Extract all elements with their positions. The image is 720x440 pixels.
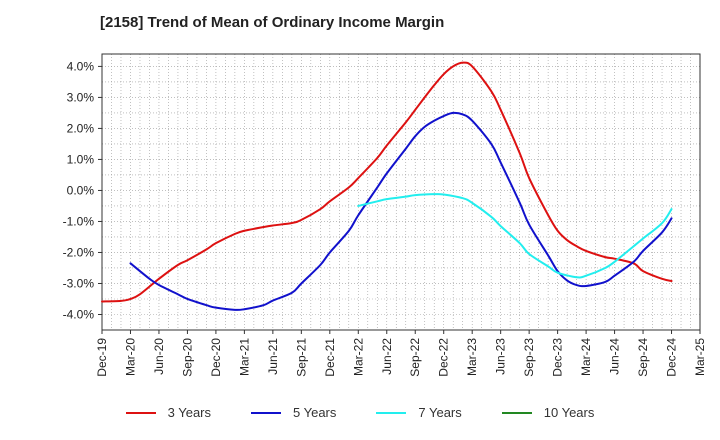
legend-swatch-5-years (251, 411, 281, 414)
legend-label-10-years: 10 Years (543, 405, 595, 420)
y-tick-label: 1.0% (67, 152, 95, 166)
x-tick-label: Dec-22 (437, 338, 451, 377)
x-tick-label: Dec-24 (665, 338, 679, 377)
legend-label-7-years: 7 Years (418, 405, 462, 420)
y-tick-label: 0.0% (67, 183, 95, 197)
legend-item-10-years: 10 Years (501, 405, 595, 420)
y-tick-label: -2.0% (63, 245, 95, 259)
x-tick-label: Sep-23 (522, 338, 536, 377)
legend-item-3-years: 3 Years (125, 405, 211, 420)
x-tick-label: Mar-21 (237, 338, 251, 376)
x-tick-label: Dec-19 (95, 338, 109, 377)
y-tick-label: 2.0% (67, 121, 95, 135)
x-tick-label: Dec-20 (209, 338, 223, 377)
x-tick-label: Sep-22 (408, 338, 422, 377)
series-line-3-years (101, 61, 673, 303)
x-tick-label: Sep-21 (294, 338, 308, 377)
y-tick-label: -3.0% (63, 276, 95, 290)
x-tick-label: Mar-20 (123, 338, 137, 376)
legend-swatch-7-years (376, 411, 407, 414)
x-tick-label: Dec-21 (323, 338, 337, 377)
x-tick-label: Jun-23 (494, 338, 508, 375)
y-tick-label: 3.0% (67, 90, 95, 104)
plot-frame (101, 53, 701, 331)
chart-title: [2158] Trend of Mean of Ordinary Income … (100, 14, 445, 31)
legend-item-5-years: 5 Years (251, 405, 336, 420)
y-tick-label: -1.0% (63, 214, 95, 228)
series-line-5-years (129, 111, 673, 311)
plot-area (102, 54, 700, 330)
x-tick-label: Mar-24 (579, 338, 593, 376)
legend-label-3-years: 3 Years (167, 405, 211, 420)
legend-swatch-3-years (125, 411, 156, 414)
legend-label-5-years: 5 Years (293, 405, 337, 420)
x-tick-label: Sep-24 (636, 338, 650, 377)
legend-item-7-years: 7 Years (376, 405, 462, 420)
x-tick-label: Jun-20 (152, 338, 166, 375)
y-tick-label: -4.0% (63, 307, 95, 321)
x-tick-label: Dec-23 (551, 338, 565, 377)
x-tick-label: Jun-21 (266, 338, 280, 375)
x-tick-label: Mar-22 (351, 338, 365, 376)
series-line-7-years (357, 193, 673, 279)
x-tick-label: Sep-20 (180, 338, 194, 377)
x-tick-label: Jun-22 (380, 338, 394, 375)
legend-swatch-10-years (501, 411, 532, 414)
x-tick-label: Mar-25 (693, 338, 707, 376)
x-tick-label: Mar-23 (465, 338, 479, 376)
x-tick-label: Jun-24 (608, 338, 622, 375)
chart-legend: 3 Years 5 Years 7 Years 10 Years (0, 405, 720, 420)
y-tick-label: 4.0% (67, 59, 95, 73)
